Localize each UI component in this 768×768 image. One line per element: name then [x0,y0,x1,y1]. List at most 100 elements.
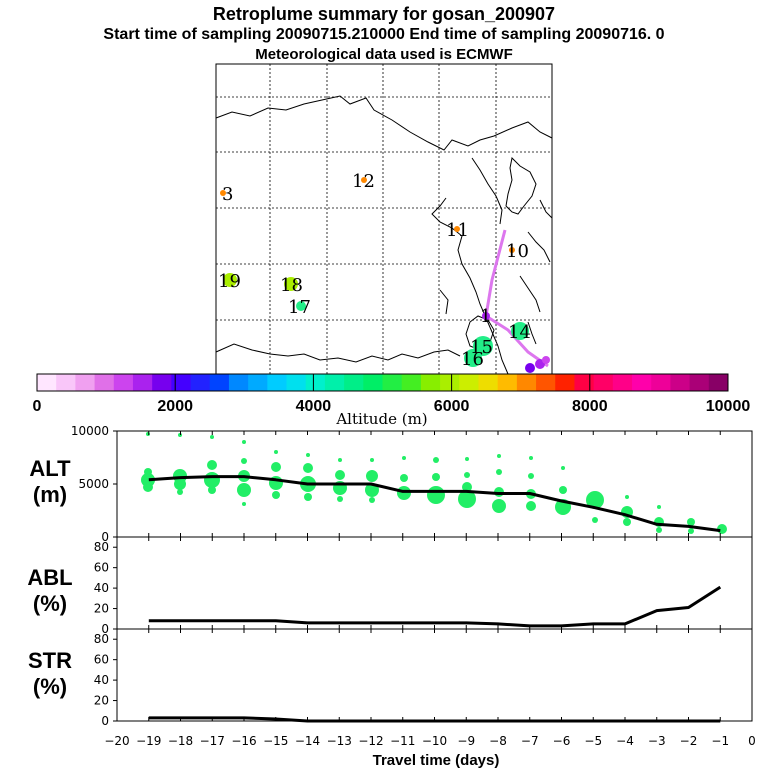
x-tick-label: −20 [104,734,129,748]
plume-cluster [464,349,482,367]
colorbar-cell [632,374,652,391]
colorbar-cell [612,374,633,391]
y-tick-label: 20 [94,694,109,708]
colorbar-cell [555,374,575,391]
colorbar-tick-label: 10000 [706,398,751,415]
colorbar-cell [152,374,172,391]
alt-panel-label: ALT (m) [0,456,100,508]
colorbar-cell [708,374,729,391]
colorbar-tick-label: 8000 [572,398,608,415]
cluster-label: 14 [508,322,531,343]
x-tick-label: −14 [295,734,320,748]
x-tick-label: −6 [553,734,571,748]
plume-cluster [220,190,226,196]
abl-label-line1: ABL [27,565,73,590]
cluster-label: 10 [506,241,529,262]
plume-cluster [511,322,529,340]
y-tick-label: 0 [101,530,109,544]
cluster-label: 17 [288,297,311,318]
colorbar-cell [344,374,364,391]
cluster-labels: 3 12 11 10 19 18 17 1 14 15 16 [218,171,531,370]
colorbar-tick-label: 4000 [296,398,332,415]
cluster-label: 1 [480,306,491,327]
y-tick-label: 0 [101,622,109,636]
colorbar-cell [363,374,383,391]
colorbar-cell [420,374,441,391]
alt-label-line1: ALT [29,456,71,481]
abl-panel-label: ABL (%) [0,565,100,617]
x-tick-label: −15 [263,734,288,748]
colorbar-cell [94,374,115,391]
x-tick-label: −2 [680,734,698,748]
colorbar-cell [305,374,326,391]
x-tick-label: −18 [168,734,193,748]
plume-cluster [361,177,367,183]
plume-cluster [284,277,298,291]
x-tick-label: −8 [489,734,507,748]
x-tick-label: −7 [521,734,539,748]
x-tick-label: −16 [231,734,256,748]
x-tick-label: −5 [584,734,602,748]
str-label-line2: (%) [32,674,68,699]
map-panel: 3 12 11 10 19 18 17 1 14 15 16 [215,63,553,375]
str-panel: 80 60 40 20 0 [94,628,753,728]
colorbar-tick-label: 6000 [434,398,470,415]
x-tick-label: −17 [200,734,225,748]
cluster-label: 3 [222,184,233,205]
colorbar-cell [670,374,691,391]
x-tick-label: −10 [422,734,447,748]
colorbar-cell [190,374,211,391]
colorbar-cell [689,374,710,391]
y-tick-label: 5000 [78,477,109,491]
x-axis-label: Travel time (days) [373,752,500,768]
colorbar-cell [459,374,479,391]
trajectory [220,177,550,373]
trajectory-line [484,229,549,368]
x-tick-label: −11 [390,734,415,748]
cluster-label: 18 [280,275,303,296]
colorbar-cell [171,374,192,391]
abl-label-line2: (%) [32,591,68,616]
abl-line [148,585,722,628]
colorbar-cell [56,374,76,391]
colorbar-cell [248,374,268,391]
cluster-label: 12 [352,171,375,192]
x-tick-label: 0 [748,734,756,748]
colorbar-cell [228,374,249,391]
plume-cluster [509,247,515,253]
colorbar-cell [37,374,57,391]
colorbar-cell [324,374,345,391]
x-tick-label: −19 [136,734,161,748]
alt-median-line [148,475,721,533]
colorbar-cell [497,374,518,391]
cluster-label: 11 [446,220,469,241]
alt-label-line2: (m) [32,482,68,507]
colorbar-label: Altitude (m) [335,410,427,428]
trajectory-marker [542,356,550,364]
cluster-label: 16 [461,349,484,370]
y-tick-label: 40 [94,673,109,687]
str-frame [116,628,753,722]
y-tick-label: 0 [101,714,109,728]
y-tick-label: 60 [94,653,109,667]
colorbar-cell [516,374,537,391]
x-tick-label: −1 [711,734,729,748]
colorbar-cell [75,374,96,391]
y-tick-label: 10000 [71,424,109,438]
colorbar-cell [440,374,460,391]
colorbar-cell [401,374,422,391]
y-tick-label: 60 [94,561,109,575]
x-tick-label: −4 [616,734,634,748]
str-panel-label: STR (%) [0,648,100,700]
colorbar-cell [478,374,499,391]
colorbar-cell [574,374,595,391]
colorbar-cell [536,374,556,391]
colorbar-cell [267,374,288,391]
plume-cluster [454,226,460,232]
y-tick-label: 40 [94,581,109,595]
colorbar-cell [651,374,671,391]
trajectory-marker [525,363,535,373]
abl-panel: 80 60 40 20 0 [94,536,753,636]
y-tick-label: 80 [94,632,109,646]
colorbar-tick-label: 2000 [157,398,193,415]
